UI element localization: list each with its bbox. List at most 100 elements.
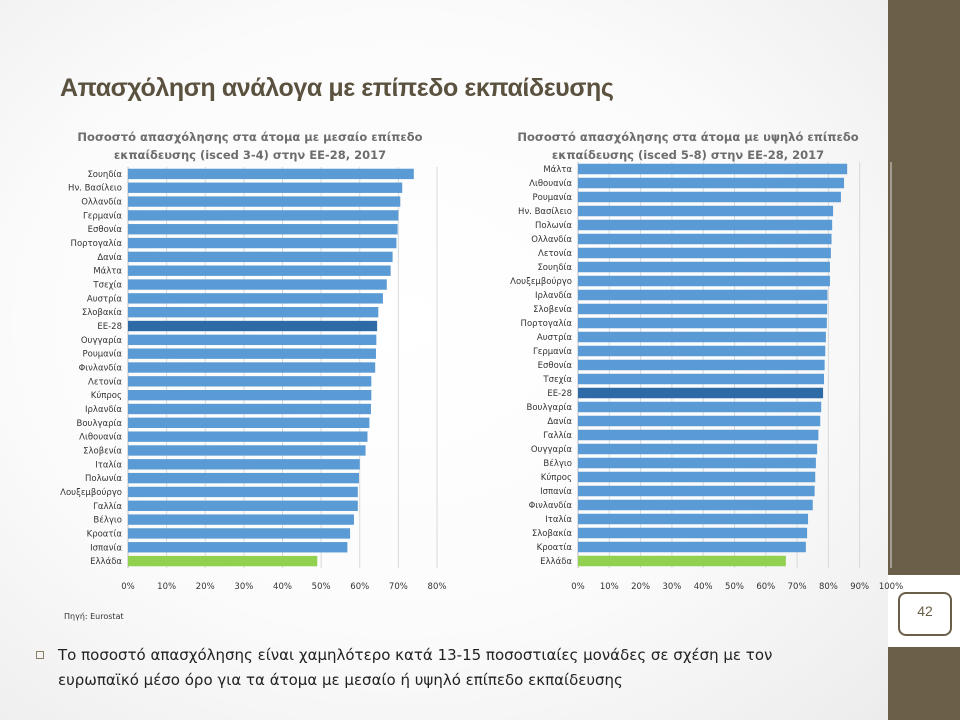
category-label: Πολωνία — [85, 474, 122, 484]
bar — [128, 403, 371, 415]
category-label: Φινλανδία — [79, 364, 123, 374]
category-label: Αυστρία — [537, 333, 573, 343]
x-tick-label: 40% — [273, 582, 292, 592]
category-label: Ελλάδα — [540, 557, 572, 567]
page-number: 42 — [917, 603, 933, 619]
category-label: ΕΕ-28 — [547, 389, 572, 399]
category-label: Βουλγαρία — [527, 403, 573, 413]
bar — [128, 251, 393, 263]
bar — [128, 389, 372, 401]
category-label: Μάλτα — [543, 165, 572, 175]
bar — [128, 362, 376, 373]
x-tick-label: 60% — [756, 582, 775, 592]
category-label: Γερμανία — [83, 211, 122, 221]
bar — [128, 168, 414, 180]
category-label: Λουξεμβούργο — [510, 276, 572, 287]
source-note: Πηγή: Eurostat — [64, 612, 124, 621]
bar — [578, 527, 808, 539]
category-label: Λιθουανία — [79, 433, 122, 443]
category-label: Αυστρία — [87, 294, 123, 304]
category-label: Σουηδία — [537, 263, 572, 273]
category-label: Σλοβακία — [82, 308, 123, 318]
bar — [578, 331, 826, 343]
category-label: Σλοβακία — [532, 529, 573, 539]
x-tick-label: 70% — [389, 582, 408, 592]
category-label: Ιρλανδία — [85, 405, 122, 415]
bar — [128, 472, 359, 484]
bar — [128, 307, 379, 318]
slide-title: Απασχόληση ανάλογα με επίπεδο εκπαίδευση… — [60, 74, 614, 102]
category-label: Ισπανία — [540, 487, 572, 497]
category-label: Ρουμανία — [83, 350, 123, 360]
category-label: Ισπανία — [90, 543, 122, 553]
bar — [578, 415, 821, 427]
category-label: Εσθονία — [88, 225, 123, 235]
category-label: Βέλγιο — [543, 458, 572, 469]
category-label: Λιθουανία — [529, 179, 572, 189]
bar — [578, 429, 819, 441]
category-label: Ουγγαρία — [81, 336, 123, 346]
x-tick-label: 10% — [600, 582, 619, 592]
bar — [578, 289, 828, 301]
bar — [128, 265, 391, 276]
category-label: Φινλανδία — [529, 501, 573, 511]
category-label: Ιταλία — [95, 460, 122, 470]
category-label: Τσεχία — [92, 281, 122, 291]
bar — [578, 555, 786, 567]
bar — [578, 247, 831, 259]
bar — [578, 443, 818, 455]
bar — [578, 275, 830, 287]
bar — [578, 541, 806, 553]
bar — [128, 334, 377, 346]
bar — [578, 485, 815, 497]
x-tick-label: 30% — [662, 582, 681, 592]
x-tick-label: 60% — [350, 582, 369, 592]
category-label: Ουγγαρία — [531, 445, 573, 455]
category-label: Λετονία — [88, 377, 122, 387]
category-label: Μάλτα — [93, 267, 122, 277]
category-label: Κροατία — [87, 529, 123, 539]
bar — [578, 163, 848, 175]
bar — [128, 486, 358, 498]
bar — [128, 320, 378, 332]
category-label: Ολλανδία — [531, 235, 572, 245]
category-label: Δανία — [547, 417, 572, 427]
bar — [128, 514, 354, 525]
x-tick-label: 0% — [571, 582, 585, 592]
x-tick-label: 20% — [196, 582, 215, 592]
x-tick-label: 80% — [819, 582, 838, 592]
bar — [128, 431, 368, 442]
x-tick-label: 30% — [234, 582, 253, 592]
bar — [578, 373, 825, 385]
bar — [578, 205, 834, 217]
category-label: Λετονία — [538, 249, 572, 259]
bar — [578, 303, 828, 315]
bar — [128, 348, 376, 359]
bar — [578, 261, 830, 273]
bar — [128, 376, 372, 387]
bar — [578, 345, 826, 357]
chart-title-line2: εκπαίδευσης (isced 5-8) στην ΕΕ-28, 2017 — [551, 148, 825, 162]
category-label: Ην. Βασίλειο — [68, 184, 122, 194]
category-label: Ην. Βασίλειο — [518, 207, 572, 217]
bar — [128, 237, 397, 249]
bar — [578, 219, 833, 231]
category-label: Ιταλία — [545, 515, 572, 525]
chart-title-high-education: Ποσοστό απασχόλησης στα άτομα με υψηλό ε… — [480, 128, 896, 164]
bar — [128, 224, 398, 235]
category-label: Πορτογαλία — [71, 239, 123, 249]
x-tick-label: 70% — [788, 582, 807, 592]
bar — [128, 500, 358, 511]
chart-title-line1: Ποσοστό απασχόλησης στα άτομα με υψηλό ε… — [517, 130, 859, 144]
bar — [578, 191, 841, 203]
x-tick-label: 10% — [157, 582, 176, 592]
bar — [128, 555, 318, 567]
bar — [128, 417, 370, 428]
bar — [578, 177, 845, 189]
category-label: ΕΕ-28 — [97, 322, 122, 332]
bar — [578, 513, 809, 525]
chart-high-education: 0% 10% 20% 30% 40% 50% 60% 70% 80% 90% 100% Μάλτα Λι… — [510, 162, 903, 592]
x-tick-label: 20% — [631, 582, 650, 592]
bar — [128, 542, 348, 553]
